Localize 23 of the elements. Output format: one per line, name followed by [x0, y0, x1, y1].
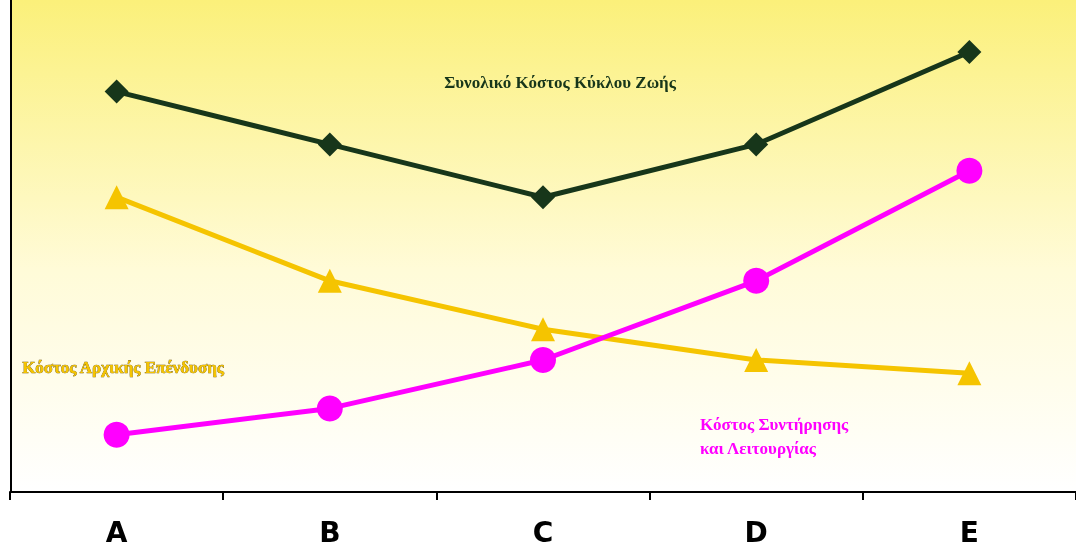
point	[744, 132, 769, 157]
x-tick-label: C	[532, 515, 554, 549]
point	[317, 268, 342, 293]
point	[957, 40, 982, 64]
point	[743, 267, 770, 294]
x-tick-label: B	[319, 515, 341, 549]
point	[316, 395, 343, 422]
point	[104, 185, 129, 210]
text: Κόστος Αρχικής Επένδυσης	[22, 357, 225, 377]
point	[744, 348, 769, 372]
point	[103, 421, 130, 448]
point	[531, 317, 555, 342]
point	[531, 185, 555, 210]
point	[957, 361, 982, 386]
text: Συνολικό Κόστος Κύκλου Ζωής	[444, 72, 677, 92]
point	[530, 347, 556, 373]
point	[317, 132, 342, 157]
point	[104, 79, 129, 104]
x-tick-label: E	[959, 515, 979, 549]
text: Κόστος Συντήρησης και Λειτουργίας	[700, 414, 853, 458]
point	[956, 157, 983, 184]
x-tick-label: D	[744, 515, 768, 549]
x-tick-label: A	[105, 515, 128, 549]
